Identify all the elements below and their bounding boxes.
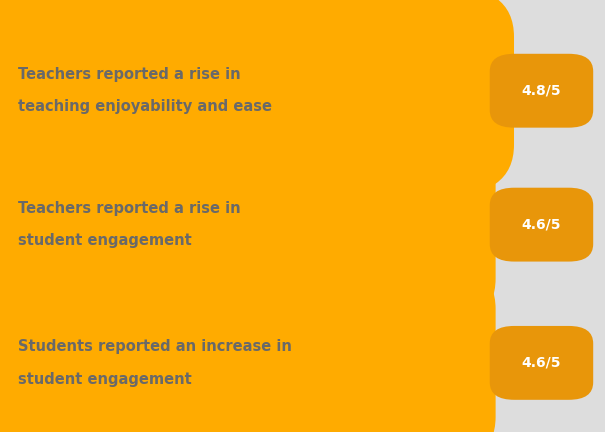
Text: student engagement: student engagement [18,233,192,248]
FancyBboxPatch shape [490,54,593,128]
Text: Students reported an increase in: Students reported an increase in [18,339,292,354]
FancyBboxPatch shape [0,119,495,330]
FancyBboxPatch shape [0,257,495,432]
FancyBboxPatch shape [469,0,605,432]
FancyBboxPatch shape [0,0,514,197]
Text: 4.6/5: 4.6/5 [522,356,561,370]
Text: Teachers reported a rise in: Teachers reported a rise in [18,201,241,216]
Text: Teachers reported a rise in: Teachers reported a rise in [18,67,241,82]
Text: student engagement: student engagement [18,372,192,387]
Text: teaching enjoyability and ease: teaching enjoyability and ease [18,99,272,114]
Text: 4.6/5: 4.6/5 [522,218,561,232]
FancyBboxPatch shape [490,326,593,400]
FancyBboxPatch shape [490,187,593,261]
Text: 4.8/5: 4.8/5 [522,84,561,98]
